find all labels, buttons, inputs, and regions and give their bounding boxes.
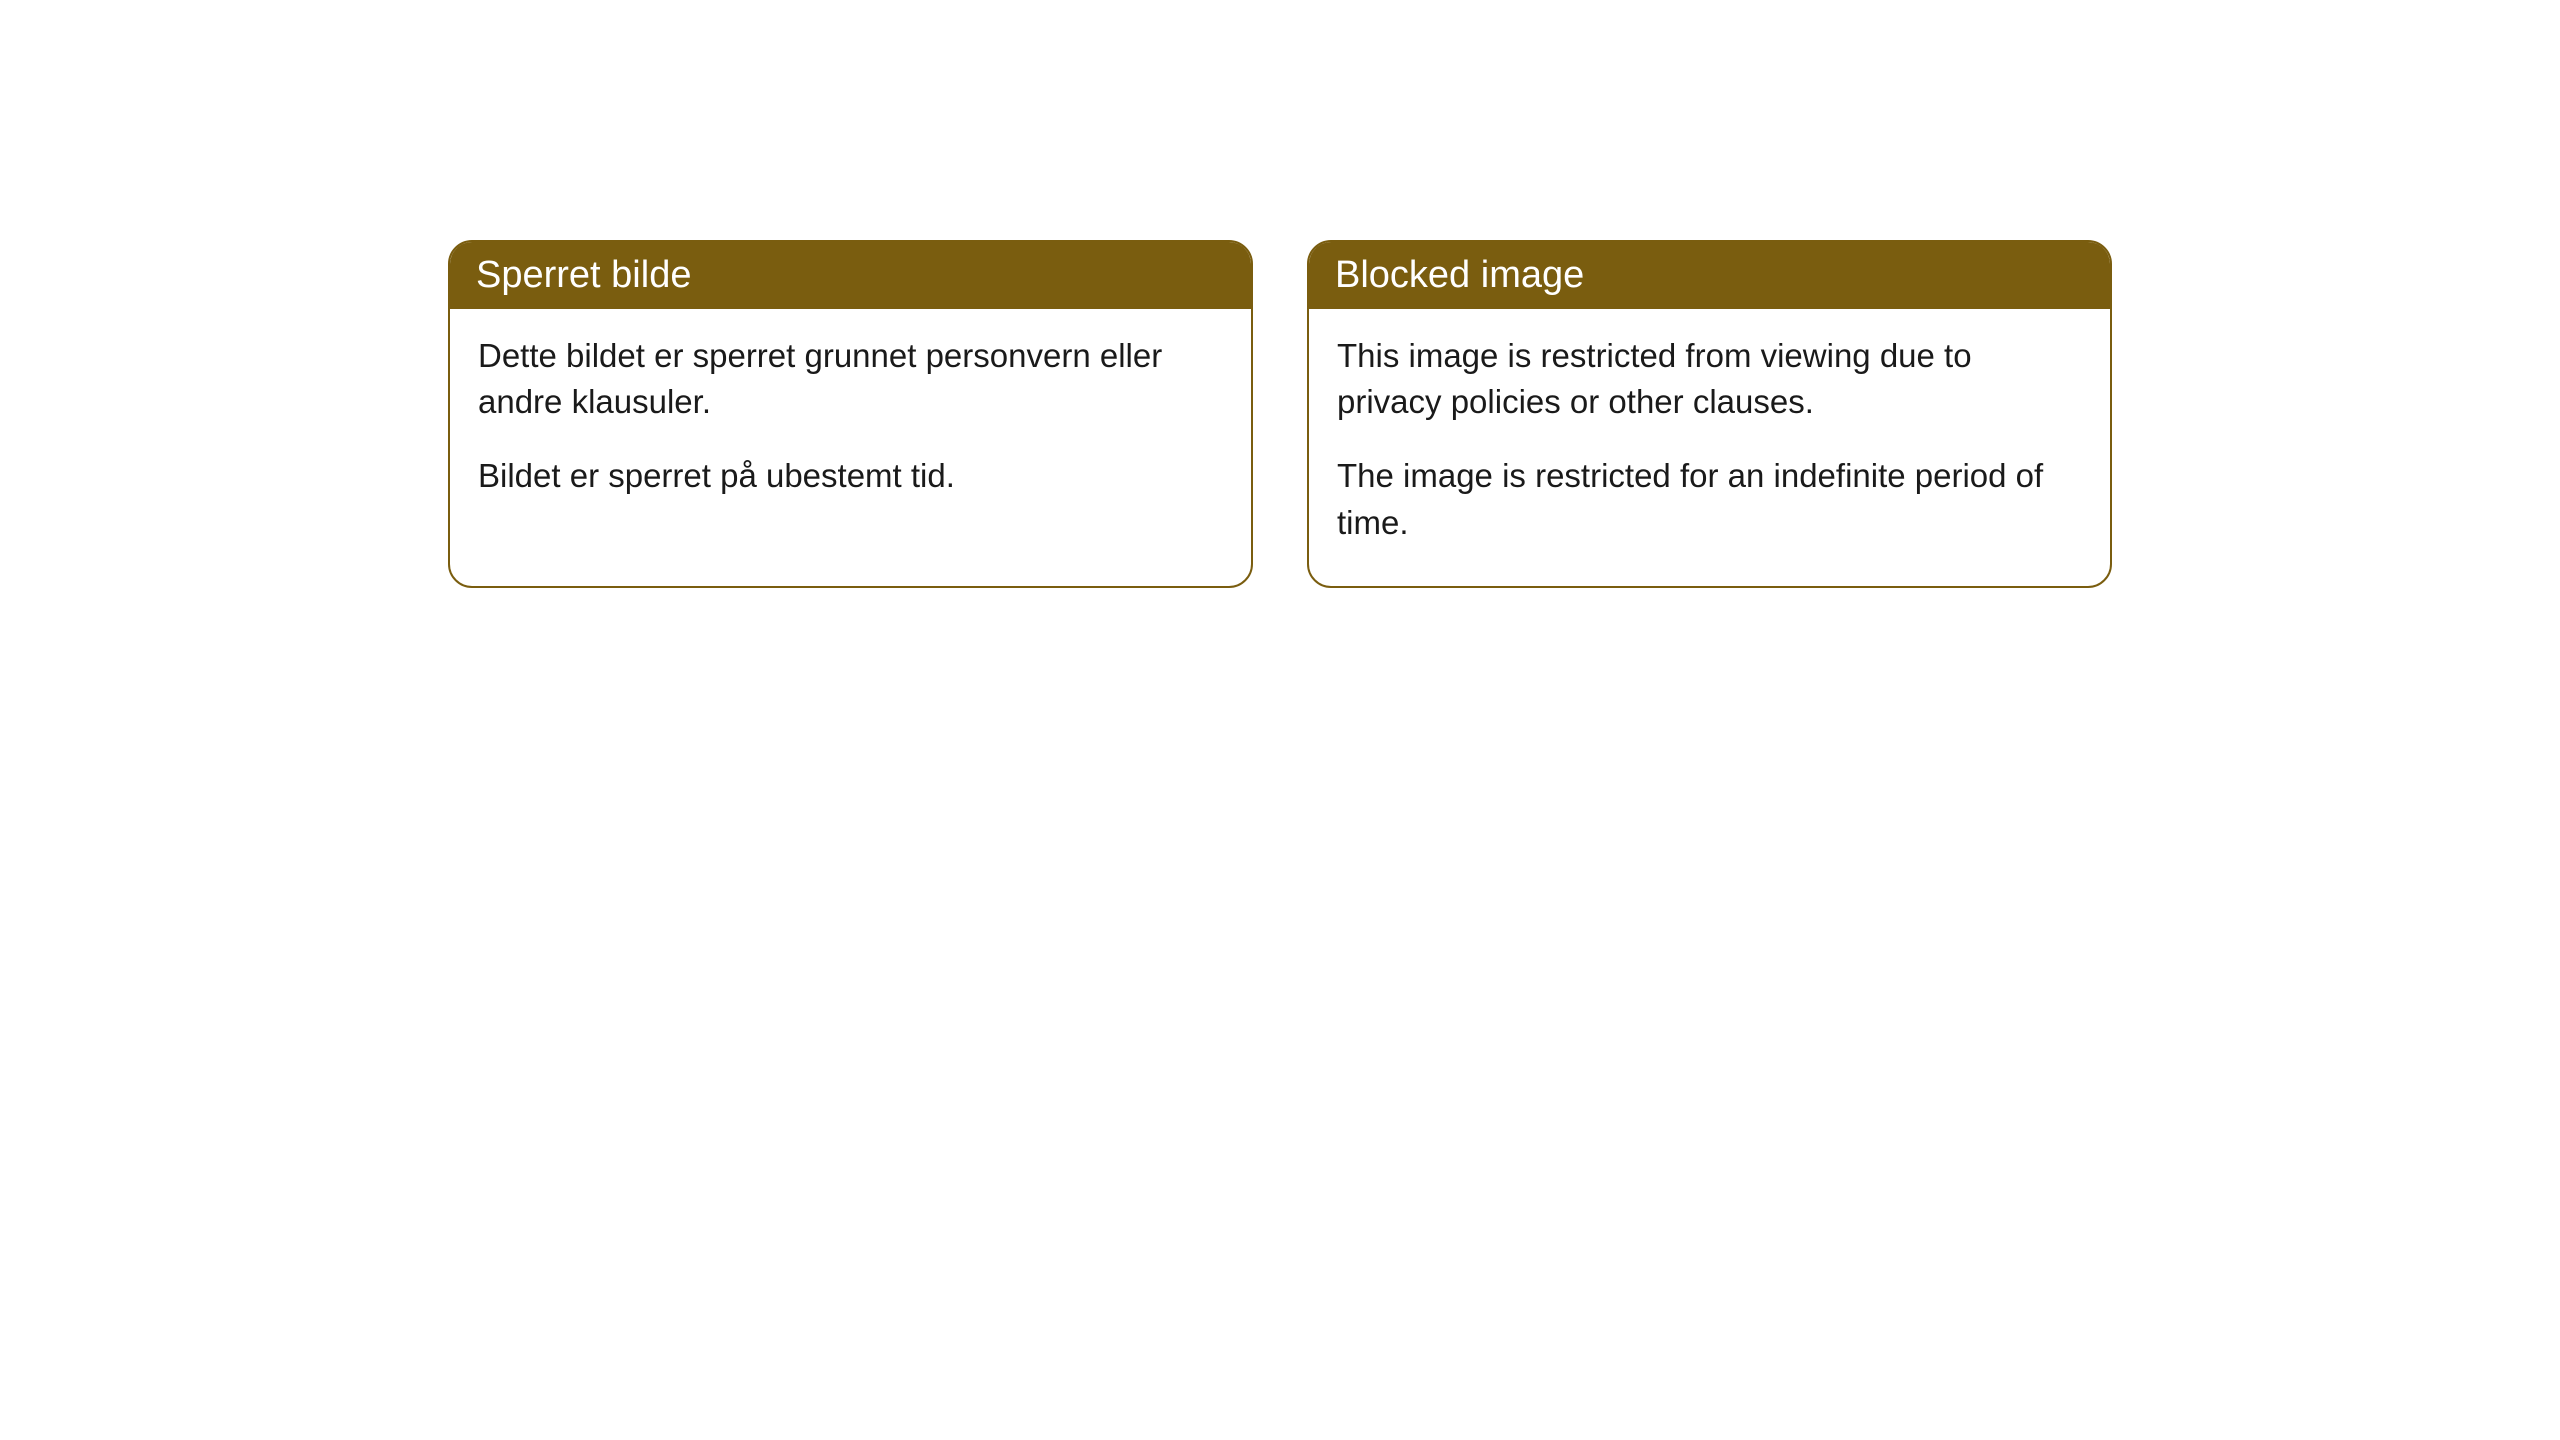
card-english: Blocked image This image is restricted f… [1307,240,2112,588]
card-title: Sperret bilde [476,254,691,296]
card-body-norwegian: Dette bildet er sperret grunnet personve… [450,309,1251,540]
card-body-english: This image is restricted from viewing du… [1309,309,2110,586]
card-paragraph: Dette bildet er sperret grunnet personve… [478,333,1223,425]
card-header-norwegian: Sperret bilde [450,242,1251,309]
card-paragraph: Bildet er sperret på ubestemt tid. [478,453,1223,499]
card-paragraph: This image is restricted from viewing du… [1337,333,2082,425]
card-norwegian: Sperret bilde Dette bildet er sperret gr… [448,240,1253,588]
card-header-english: Blocked image [1309,242,2110,309]
card-paragraph: The image is restricted for an indefinit… [1337,453,2082,545]
card-title: Blocked image [1335,254,1584,296]
cards-container: Sperret bilde Dette bildet er sperret gr… [0,0,2560,828]
